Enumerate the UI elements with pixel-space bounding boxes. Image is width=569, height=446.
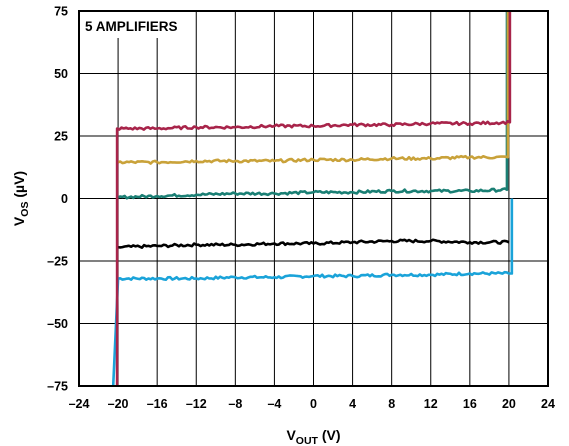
x-tick-label: 20	[502, 397, 516, 411]
x-tick-label: 16	[463, 397, 477, 411]
x-tick-label: –8	[228, 397, 242, 411]
x-tick-label: –20	[108, 397, 129, 411]
series-line-1	[111, 198, 514, 387]
x-tick-label: 4	[349, 397, 356, 411]
x-axis-label-unit: (V)	[318, 427, 341, 443]
x-axis-label: VOUT (V)	[286, 427, 340, 446]
grid	[78, 10, 549, 387]
x-tick-label: –24	[69, 397, 90, 411]
x-tick-label: 8	[388, 397, 395, 411]
tick-labels: –24 –20 –16 –12 –8 –4 0 4 8 12 16 20 24 75 50 25 0 –25 –50…	[47, 5, 555, 412]
x-axis-label-subscript: OUT	[296, 435, 319, 446]
y-axis-label: VOS (µV)	[11, 171, 31, 226]
x-axis-label-main: V	[286, 427, 296, 443]
y-axis-label-main: V	[11, 216, 27, 226]
annotation-background	[80, 12, 183, 38]
series-line-2	[117, 238, 510, 249]
series-line-3	[117, 11, 509, 200]
y-tick-label: 75	[54, 5, 68, 19]
series-line-4	[117, 11, 510, 165]
plot-frame	[78, 10, 549, 387]
x-tick-label: –16	[147, 397, 168, 411]
y-tick-label: 25	[54, 130, 68, 144]
y-tick-label: –75	[47, 380, 68, 394]
x-tick-label: 12	[424, 397, 438, 411]
y-tick-label: –25	[47, 255, 68, 269]
y-tick-label: –50	[47, 317, 68, 331]
y-tick-label: 50	[54, 67, 68, 81]
y-axis-label-subscript: OS	[19, 202, 31, 217]
x-tick-label: –4	[267, 397, 281, 411]
x-tick-label: 0	[310, 397, 317, 411]
plot-area	[111, 11, 514, 387]
series-line-5	[115, 11, 512, 386]
x-tick-label: 24	[541, 397, 555, 411]
y-axis-label-unit: (µV)	[11, 171, 27, 202]
annotation-label: 5 AMPLIFIERS	[85, 19, 178, 34]
x-tick-label: –12	[186, 397, 207, 411]
y-tick-label: 0	[61, 192, 68, 206]
